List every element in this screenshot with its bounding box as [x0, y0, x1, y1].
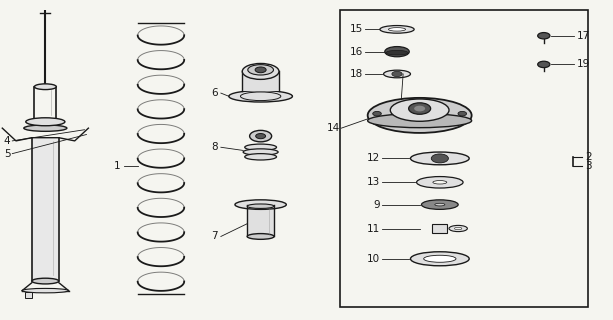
Bar — [242, 71, 279, 91]
Text: 12: 12 — [367, 153, 380, 164]
Ellipse shape — [389, 28, 406, 31]
Text: 4: 4 — [4, 136, 10, 146]
Ellipse shape — [424, 255, 456, 262]
Ellipse shape — [247, 204, 274, 208]
Circle shape — [458, 111, 466, 116]
Bar — [25, 292, 32, 298]
Ellipse shape — [22, 288, 69, 293]
Ellipse shape — [449, 225, 467, 232]
Text: 19: 19 — [576, 60, 590, 69]
Text: 9: 9 — [373, 200, 380, 210]
Text: 13: 13 — [367, 177, 380, 187]
Text: 1: 1 — [114, 161, 121, 172]
Ellipse shape — [243, 149, 278, 155]
Ellipse shape — [417, 177, 463, 188]
Ellipse shape — [386, 50, 408, 55]
Text: 15: 15 — [350, 24, 364, 34]
Bar — [340, 10, 588, 307]
Ellipse shape — [411, 252, 469, 266]
Ellipse shape — [384, 70, 411, 78]
Ellipse shape — [247, 234, 274, 239]
Ellipse shape — [24, 125, 67, 131]
Ellipse shape — [435, 203, 445, 206]
Circle shape — [373, 111, 381, 116]
Bar — [433, 224, 447, 233]
Ellipse shape — [433, 180, 447, 184]
Circle shape — [249, 130, 272, 142]
Ellipse shape — [245, 154, 276, 160]
Text: 17: 17 — [576, 31, 590, 41]
Ellipse shape — [390, 99, 449, 121]
Ellipse shape — [368, 114, 471, 128]
Ellipse shape — [242, 63, 279, 79]
Text: 6: 6 — [211, 88, 218, 98]
Circle shape — [538, 61, 550, 68]
Ellipse shape — [229, 91, 292, 102]
Ellipse shape — [34, 84, 56, 90]
Circle shape — [256, 133, 265, 139]
Text: 8: 8 — [211, 142, 218, 152]
Text: 7: 7 — [211, 231, 218, 242]
Ellipse shape — [32, 278, 59, 284]
Circle shape — [538, 33, 550, 39]
Ellipse shape — [245, 144, 276, 150]
Circle shape — [392, 71, 402, 77]
Ellipse shape — [454, 227, 462, 230]
Ellipse shape — [248, 65, 273, 75]
Text: 5: 5 — [4, 148, 10, 159]
Text: 10: 10 — [367, 254, 380, 264]
Circle shape — [409, 103, 431, 114]
Text: 11: 11 — [367, 223, 380, 234]
Text: 2: 2 — [585, 152, 592, 162]
Ellipse shape — [235, 200, 286, 209]
Bar — [32, 138, 58, 281]
Text: 16: 16 — [350, 47, 364, 57]
Circle shape — [414, 106, 425, 111]
Ellipse shape — [385, 47, 409, 57]
Ellipse shape — [368, 98, 471, 133]
Text: 3: 3 — [585, 161, 592, 172]
Ellipse shape — [411, 152, 469, 165]
Text: 14: 14 — [327, 123, 340, 133]
Bar — [247, 204, 274, 236]
Circle shape — [255, 67, 266, 73]
Circle shape — [432, 154, 448, 163]
Ellipse shape — [380, 26, 414, 33]
Text: 18: 18 — [350, 69, 364, 79]
Ellipse shape — [422, 200, 458, 209]
Ellipse shape — [26, 118, 65, 126]
